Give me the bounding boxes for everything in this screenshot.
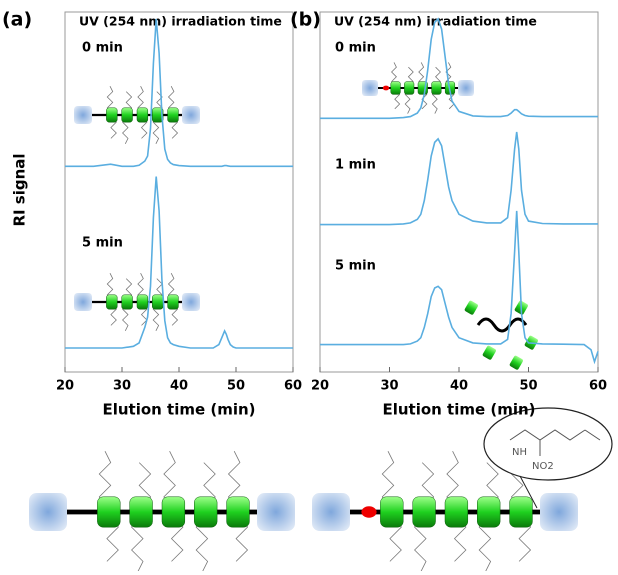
x-axis-label: Elution time (min) <box>102 401 255 419</box>
trace-label: 5 min <box>335 259 376 274</box>
stopper <box>362 80 378 96</box>
cyclodextrin <box>380 496 404 528</box>
cyclodextrin <box>167 107 179 123</box>
cyclodextrin <box>136 294 149 310</box>
x-tick-label: 40 <box>170 379 188 394</box>
stopper <box>540 493 578 531</box>
cyclodextrin <box>226 496 250 528</box>
stopper <box>29 493 67 531</box>
amide-label: NH <box>512 447 527 458</box>
cyclodextrin <box>444 496 469 528</box>
stopper <box>74 293 92 311</box>
stopper <box>458 80 474 96</box>
x-tick-label: 30 <box>113 379 131 394</box>
trace <box>65 18 293 168</box>
trace <box>65 176 293 349</box>
free-axle <box>476 317 528 333</box>
x-tick-label: 50 <box>227 379 245 394</box>
stopper <box>182 106 200 124</box>
x-tick-label: 60 <box>284 379 302 394</box>
cyclodextrin <box>97 496 121 528</box>
free-cyclodextrin <box>464 300 478 315</box>
x-tick-label: 30 <box>380 379 398 394</box>
cyclodextrin <box>161 496 186 528</box>
linker-structure <box>509 429 601 456</box>
cyclodextrin <box>167 294 179 310</box>
x-tick-label: 20 <box>56 379 74 394</box>
cyclodextrin <box>129 496 153 528</box>
photo-cleavable-link <box>382 85 390 91</box>
cyclodextrin <box>412 496 436 528</box>
cyclodextrin <box>509 496 533 528</box>
cyclodextrin <box>194 496 218 528</box>
cyclodextrin <box>106 107 118 123</box>
cyclodextrin <box>121 107 133 123</box>
stopper <box>182 293 200 311</box>
nitro-label: NO2 <box>532 461 554 472</box>
free-cyclodextrin <box>482 345 496 360</box>
panel-title: UV (254 nm) irradiation time <box>79 14 282 29</box>
cyclodextrin <box>136 107 149 123</box>
stopper <box>74 106 92 124</box>
cyclodextrin <box>431 81 442 95</box>
cyclodextrin <box>121 294 133 310</box>
stopper <box>312 493 350 531</box>
photo-cleavable-link <box>361 506 377 518</box>
x-tick-label: 50 <box>519 379 537 394</box>
trace <box>320 210 599 365</box>
x-axis-label: Elution time (min) <box>382 401 535 419</box>
trace-label: 0 min <box>82 41 123 56</box>
cyclodextrin <box>106 294 118 310</box>
structures <box>29 62 578 573</box>
cyclodextrin <box>152 294 164 310</box>
cyclodextrin <box>477 496 501 528</box>
panel-label: (b) <box>290 9 321 31</box>
cyclodextrin <box>404 81 415 95</box>
trace-label: 0 min <box>335 41 376 56</box>
x-tick-label: 60 <box>589 379 607 394</box>
callout <box>483 407 613 481</box>
free-cyclodextrin <box>509 355 523 370</box>
panel-label: (a) <box>2 9 32 31</box>
callout-pointer <box>519 475 538 509</box>
x-tick-label: 20 <box>311 379 329 394</box>
x-tick-label: 40 <box>450 379 468 394</box>
cyclodextrin <box>152 107 164 123</box>
cyclodextrin <box>390 81 401 95</box>
trace-label: 1 min <box>335 158 376 173</box>
trace-label: 5 min <box>82 236 123 251</box>
plot-frame <box>64 11 294 373</box>
stopper <box>257 493 295 531</box>
y-axis-label: RI signal <box>11 153 29 226</box>
plot-frame <box>319 11 599 373</box>
trace <box>320 131 598 226</box>
trace <box>320 17 598 120</box>
